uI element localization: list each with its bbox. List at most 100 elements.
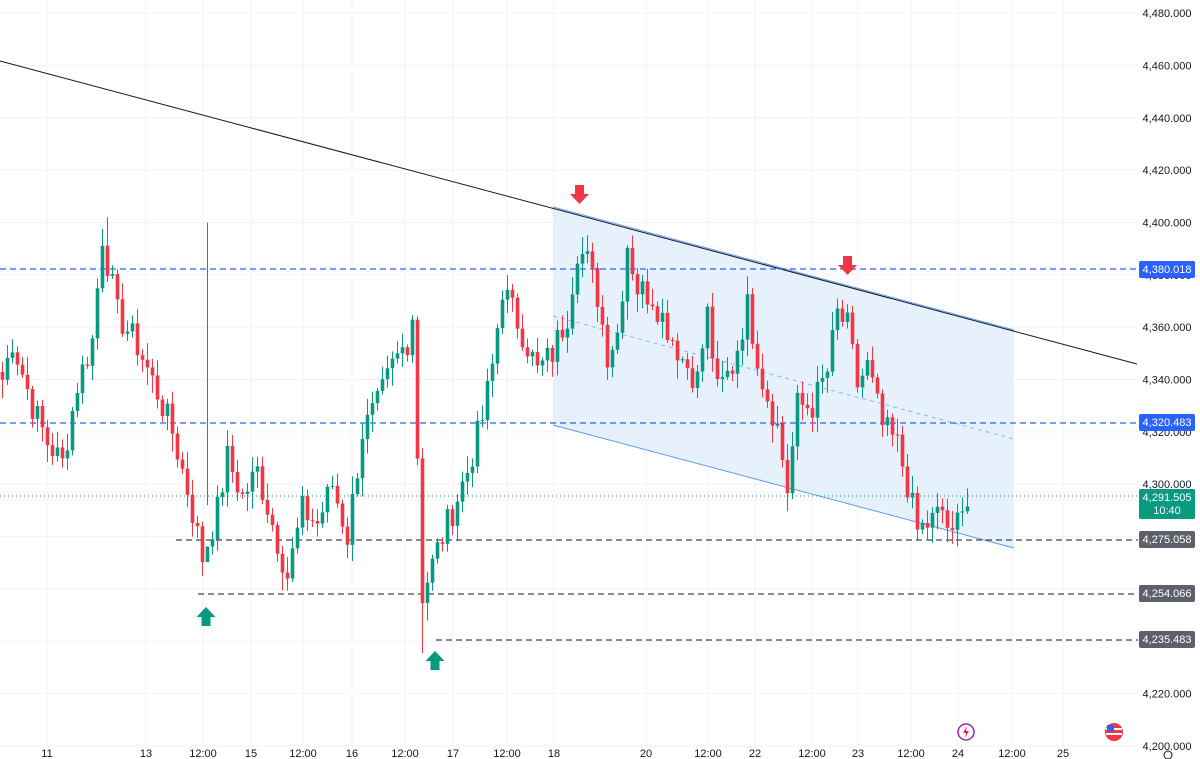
candle-body [10,352,15,358]
candle-body [875,377,880,394]
x-tick-label: 18 [548,748,560,759]
candle-body [900,434,905,467]
candle-body [825,371,830,378]
candle-body [710,306,715,359]
us-flag-icon[interactable] [1105,723,1123,741]
buy-marker-1[interactable] [196,607,216,626]
candle-body [610,349,615,368]
price-label-4380-text: 4,380.018 [1143,264,1192,276]
candle-body [935,506,940,513]
candle-body [155,375,160,400]
candle-body [30,389,35,419]
candle-body [405,347,410,356]
x-tick-label: 12:00 [391,748,419,759]
candle-body [890,417,895,435]
candle-body [355,478,360,495]
candle-body [895,434,900,436]
candle-body [765,389,770,402]
candle-body [915,492,920,530]
candle-body [795,392,800,447]
candle-body [305,496,310,521]
buy-marker-2[interactable] [425,651,445,670]
candle-body [315,521,320,524]
candle-body [360,439,365,479]
candle-body [820,377,825,382]
candle-body [800,392,805,405]
candle-body [720,377,725,380]
candle-body [485,380,490,421]
candle-body [845,312,850,322]
candle-body [715,358,720,380]
candle-body [400,347,405,354]
candle-body [760,368,765,390]
candle-body [930,512,935,528]
price-label-4275: 4,275.058 [1139,531,1195,548]
candle-body [395,353,400,359]
long-term-trendline[interactable] [0,60,1138,365]
sell-marker-1[interactable] [570,185,589,204]
candle-body [620,301,625,333]
candle-body [495,328,500,364]
candle-body [805,404,810,409]
sell-marker-2[interactable] [838,256,857,275]
candle-body [210,539,215,547]
candle-body [470,466,475,473]
current-price-label: 4,291.505 10:40 [1139,489,1195,519]
time-axis[interactable]: 11 13 12:00 15 12:00 16 12:00 17 12:00 18 20 12:00 2… [41,748,1069,759]
candle-body [145,359,150,368]
candle-body [905,466,910,498]
x-tick-label: 11 [41,748,52,759]
candle-body [465,472,470,482]
candle-body [425,582,430,604]
x-tick-label: 17 [447,748,459,759]
candle-body [945,510,950,528]
candle-body [855,343,860,388]
candle-body [245,491,250,495]
candle-body [100,245,105,289]
x-tick-label: 12:00 [694,748,722,759]
candle-body [185,468,190,495]
settings-icon[interactable] [1163,750,1173,759]
candle-body [955,512,960,530]
candle-body [810,408,815,418]
candle-body [200,526,205,563]
price-label-4254-text: 4,254.066 [1143,588,1192,600]
candle-body [65,450,70,459]
candle-body [475,420,480,467]
candle-body [275,525,280,554]
candle-body [225,445,230,493]
candle-body [595,267,600,307]
candle-body [690,368,695,388]
candle-body [330,485,335,487]
candle-body [770,401,775,426]
candle-body [375,390,380,404]
y-tick-label: 4,360.000 [1143,322,1192,334]
candle-body [175,433,180,460]
candle-body [45,427,50,446]
candle-body [85,364,90,366]
candle-body [550,347,555,362]
price-label-4320-text: 4,320.483 [1143,417,1192,429]
candle-body [585,251,590,255]
candle-body [695,371,700,388]
lightning-icon[interactable] [957,723,975,741]
current-price-text: 4,291.505 [1143,492,1192,504]
candle-body [125,331,130,334]
candle-body [600,306,605,325]
candle-body [280,553,285,573]
candle-body [525,347,530,357]
candle-body [835,308,840,331]
candle-body [205,546,210,563]
candle-body [780,423,785,460]
x-tick-label: 15 [245,748,257,759]
candle-body [880,393,885,426]
candle-body [815,381,820,418]
descending-channel[interactable] [553,207,1014,548]
candle-body [365,414,370,440]
candle-body [680,359,685,361]
y-tick-label: 4,200.000 [1143,741,1192,753]
candle-body [300,496,305,528]
candles [0,217,970,654]
candle-body [70,410,75,451]
